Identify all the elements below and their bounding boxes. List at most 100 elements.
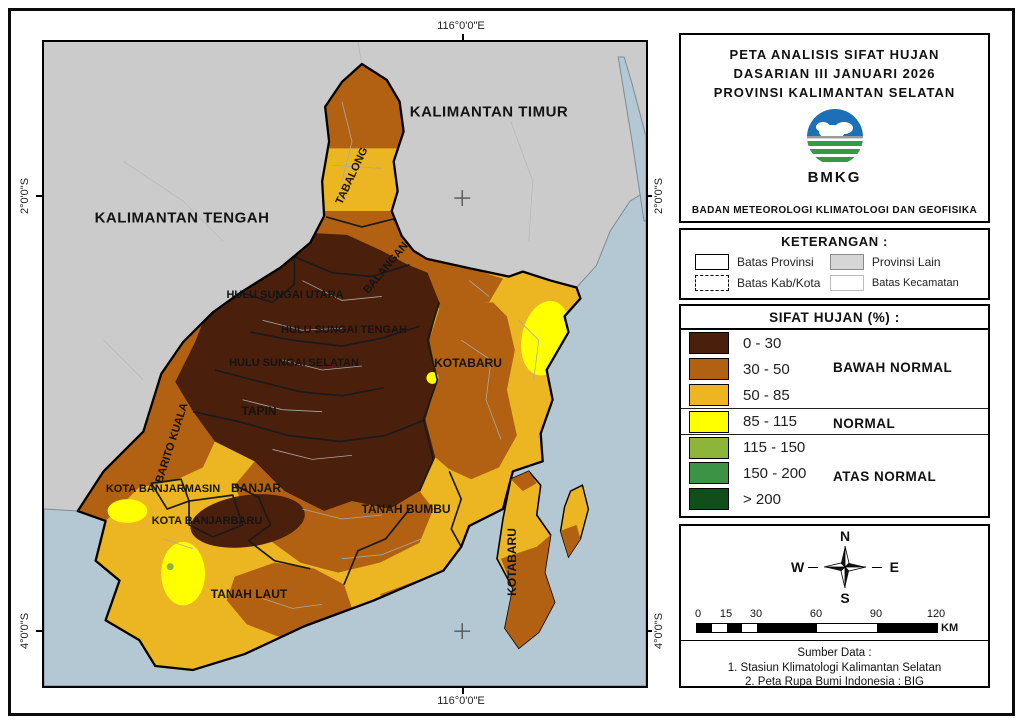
graticule-tick [646,195,652,197]
range-0-30: 0 - 30 [743,334,782,352]
agency-name: BADAN METEOROLOGI KLIMATOLOGI DAN GEOFIS… [691,205,978,216]
batas-kabkota-label: Batas Kab/Kota [737,276,821,290]
batas-provinsi-label: Batas Provinsi [737,255,814,269]
scale-tick-30: 30 [749,608,763,620]
sea-strait [617,56,646,222]
coord-lon-bottom: 116°0'0"E [437,695,485,707]
compass-south-label: S [840,590,850,606]
provinsi-lain-label: Provinsi Lain [871,255,941,269]
map-label-tanah-laut: TANAH LAUT [210,587,288,601]
swatch-0-30 [689,332,729,354]
batas-provinsi-swatch [695,254,729,270]
coord-lat-right-north: 2°0'0"S [653,177,665,215]
swatch-85-115 [689,410,729,433]
region-balangan-band [304,211,503,309]
scale-bar: 0 15 30 60 90 120 KM [694,608,976,638]
scale-unit-label: KM [941,622,959,634]
map-title-line2: DASARIAN III JANUARI 2026 [733,66,936,81]
kecamatan-lines [163,101,540,609]
map-label-kota-banjarmasin: KOTA BANJARMASIN [105,483,221,495]
keterangan-title: KETERANGAN : [781,234,888,249]
legend-row-115-150: 115 - 150 [681,434,988,460]
legend-row-85-115: 85 - 115 [681,408,988,434]
sifat-hujan-panel: SIFAT HUJAN (%) : 0 - 30 30 - 50 50 - 85… [679,304,990,518]
scale-tick-90: 90 [869,608,883,620]
legend-provinsi-lain: Provinsi Lain [829,254,982,270]
coord-lon-top: 116°0'0"E [437,20,485,32]
keterangan-panel: KETERANGAN : Batas Provinsi Provinsi Lai… [679,228,990,300]
map-label-kalimantan-timur: KALIMANTAN TIMUR [409,103,569,121]
swatch-150-200 [689,462,729,484]
pulau-laut-island [496,470,556,650]
map-label-tapin: TAPIN [241,404,277,418]
map-title-line3: PROVINSI KALIMANTAN SELATAN [713,85,956,100]
region-kotabaru-mainland [425,302,517,480]
scale-bar-segments [696,623,938,633]
compass-star-icon [823,545,867,589]
map-title-line1: PETA ANALISIS SIFAT HUJAN [729,47,940,62]
kabupaten-boundaries [150,216,463,585]
scale-tick-15: 15 [719,608,733,620]
compass-north-label: N [839,528,851,544]
other-province-lines [103,42,534,381]
scale-tick-60: 60 [809,608,823,620]
source-title: Sumber Data : [797,647,872,659]
legend-batas-provinsi: Batas Provinsi [695,254,830,270]
region-yellow-tanah-laut [161,541,205,606]
legend-row-50-85: 50 - 85 [681,382,988,408]
map-label-kalimantan-tengah: KALIMANTAN TENGAH [94,209,270,227]
swatch-115-150 [689,436,729,459]
range-115-150: 115 - 150 [743,439,806,456]
map-label-hulu-sungai-selatan: HULU SUNGAI SELATAN [229,357,359,369]
compass-rose: N W E S [775,528,915,610]
swatch-50-85 [689,384,729,406]
range-50-85: 50 - 85 [743,386,790,404]
graticule-tick [36,630,42,632]
sebuku-island [559,484,590,559]
legend-batas-kecamatan: Batas Kecamatan [829,275,982,291]
range-85-115: 85 - 115 [743,413,797,430]
map-label-hulu-sungai-tengah: HULU SUNGAI TENGAH [281,324,407,336]
map-label-kotabaru-island: KOTABARU [505,528,519,596]
source-data: Sumber Data : 1. Stasiun Klimatologi Kal… [681,640,988,690]
map-label-hulu-sungai-utara: HULU SUNGAI UTARA [226,289,344,301]
legend-row-0-30: 0 - 30 [681,330,988,356]
range-gt-200: > 200 [743,490,781,508]
map-label-banjar: BANJAR [230,481,282,495]
compass-line [808,567,818,568]
group-atas-normal: ATAS NORMAL [833,469,937,484]
region-west-band [77,272,221,521]
map-label-kotabaru: KOTABARU [434,356,502,370]
source-item-2: 2. Peta Rupa Bumi Indonesia : BIG [745,676,924,688]
compass-east-label: E [889,559,899,575]
swatch-30-50 [689,358,729,380]
scale-tick-0: 0 [694,608,702,620]
legend-batas-kabkota: Batas Kab/Kota [695,275,830,291]
swatch-gt-200 [689,488,729,510]
region-green-dot [166,563,174,571]
batas-kecamatan-swatch [829,275,864,291]
legend-row-gt-200: > 200 [681,486,988,512]
title-panel: PETA ANALISIS SIFAT HUJAN DASARIAN III J… [679,33,990,223]
range-30-50: 30 - 50 [743,360,790,378]
group-normal: NORMAL [833,416,896,431]
map-canvas: KALIMANTAN TIMUR KALIMANTAN TENGAH TABAL… [42,40,648,688]
map-svg [44,42,646,686]
region-dark-core [175,232,440,512]
provinsi-lain-swatch [829,254,864,270]
keterangan-grid: Batas Provinsi Provinsi Lain Batas Kab/K… [695,254,982,291]
batas-kabkota-swatch [695,275,729,291]
graticule-tick [462,688,464,694]
map-label-kota-banjarbaru: KOTA BANJARBARU [151,515,263,527]
region-tabalong-north [323,63,404,149]
batas-kecamatan-label: Batas Kecamatan [871,277,959,289]
sifat-hujan-title: SIFAT HUJAN (%) : [681,306,988,330]
page-border [8,8,1015,716]
graticule-cross [454,190,471,640]
coord-lat-right-south: 4°0'0"S [653,612,665,650]
map-label-tanah-bumbu: TANAH BUMBU [361,502,451,516]
compass-west-label: W [791,559,805,575]
graticule-tick [462,34,464,40]
scale-tick-120: 120 [926,608,946,620]
graticule-tick [36,195,42,197]
